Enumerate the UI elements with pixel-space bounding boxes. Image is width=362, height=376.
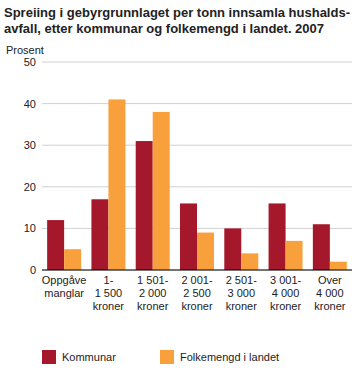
x-tick-label: 3 001-4 000kroner — [270, 274, 302, 312]
legend-swatch — [160, 350, 174, 364]
x-tick-label: 2 001-2 500kroner — [181, 274, 213, 312]
bar — [330, 262, 347, 270]
bar — [47, 220, 64, 270]
bar — [224, 228, 241, 270]
bar — [153, 112, 170, 270]
bar — [108, 99, 125, 270]
bar — [91, 199, 108, 270]
x-tick-label: 1 501-2 000kroner — [137, 274, 169, 312]
y-tick-label: 50 — [24, 56, 36, 68]
chart: Spreiing i gebyrgrunnlaget per tonn inns… — [0, 0, 362, 376]
y-label: Prosent — [6, 44, 44, 56]
title: Spreiing i gebyrgrunnlaget per tonn inns… — [4, 5, 350, 36]
y-tick-label: 10 — [24, 222, 36, 234]
y-tick-label: 0 — [30, 264, 36, 276]
legend-label: Folkemengd i landet — [180, 351, 279, 363]
bar — [180, 203, 197, 270]
bar — [197, 233, 214, 270]
bar — [136, 141, 153, 270]
x-tick-label: 2 501-3 000kroner — [226, 274, 258, 312]
legend-label: Kommunar — [62, 351, 116, 363]
grid-line — [42, 103, 352, 104]
x-axis — [42, 270, 352, 271]
bars — [47, 99, 347, 270]
bar — [269, 203, 286, 270]
y-tick-label: 30 — [24, 139, 36, 151]
x-tick-label: Oppgåvemanglar — [42, 274, 87, 299]
grid-line — [42, 62, 352, 63]
y-tick-label: 20 — [24, 181, 36, 193]
x-tick-label: Over4 000kroner — [314, 274, 346, 312]
grid-line — [42, 270, 352, 271]
bar — [313, 224, 330, 270]
grid-line — [42, 145, 352, 146]
grid-line — [42, 186, 352, 187]
bar — [286, 241, 303, 270]
y-tick-label: 40 — [24, 98, 36, 110]
bar — [241, 253, 258, 270]
legend-swatch — [42, 350, 56, 364]
x-tick-label: 1-1 500kroner — [93, 274, 125, 312]
bar — [64, 249, 81, 270]
